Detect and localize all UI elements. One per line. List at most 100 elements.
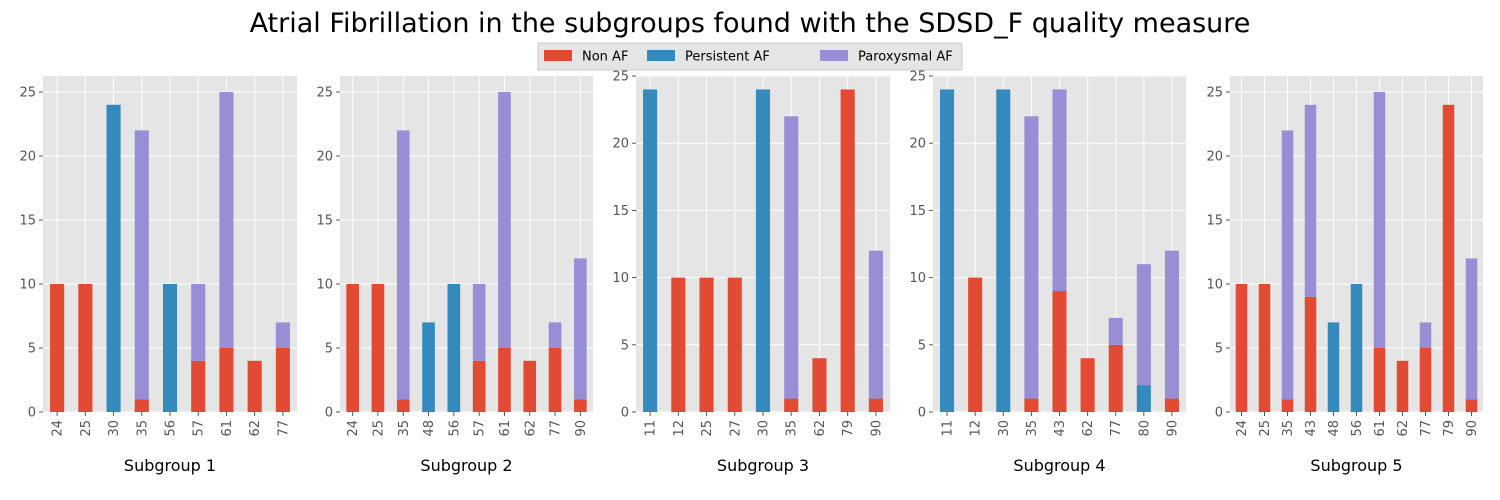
bar-segment: [275, 348, 290, 412]
legend: Non AF Persistent AF Paroxysmal AF: [537, 42, 963, 71]
legend-label: Persistent AF: [685, 50, 770, 65]
bar-segment: [968, 277, 983, 412]
bar-segment: [1052, 89, 1067, 292]
y-tick-label: 0: [918, 406, 926, 421]
bar-segment: [1080, 358, 1095, 412]
bar-segment: [784, 398, 799, 412]
bar-segment: [1327, 322, 1340, 412]
bar-segment: [868, 398, 883, 412]
x-tick-label: 62: [248, 420, 263, 437]
x-tick-label: 80: [1137, 420, 1152, 437]
x-tick-label: 48: [1327, 420, 1342, 437]
x-tick-label: 25: [1258, 420, 1273, 437]
legend-swatch: [544, 50, 572, 61]
bar-segment: [447, 284, 461, 412]
bar-segment: [1136, 385, 1151, 412]
x-tick-label: 62: [1081, 420, 1096, 437]
x-tick-label: 25: [700, 420, 715, 437]
bar-segment: [134, 130, 149, 400]
x-tick-label: 56: [447, 420, 462, 437]
x-tick-label: 43: [1304, 420, 1319, 437]
bar-segment: [106, 104, 121, 413]
x-tick-label: 24: [51, 420, 66, 437]
x-axis-label: Subgroup 1: [124, 456, 216, 475]
y-tick-label: 5: [325, 342, 333, 357]
subplot: 0 5 10 15 20 25 11 12 25 27 30 35 62 79 90 Subgroup 3: [612, 70, 890, 475]
y-tick-label: 20: [1206, 150, 1223, 165]
x-tick-label: 61: [220, 420, 235, 437]
bar-segment: [574, 399, 587, 412]
x-tick-label: 90: [1465, 420, 1480, 437]
x-tick-label: 11: [941, 420, 956, 437]
y-tick-label: 25: [19, 86, 36, 101]
bar-segment: [1281, 399, 1294, 412]
bar-segment: [1350, 284, 1363, 412]
bar-segment: [1442, 104, 1455, 413]
bar-segment: [727, 277, 742, 412]
x-tick-label: 79: [841, 420, 856, 437]
y-tick-label: 0: [325, 406, 333, 421]
x-tick-label: 79: [1442, 420, 1457, 437]
bar-segment: [1235, 284, 1248, 412]
bar-segment: [1108, 317, 1123, 345]
bar-segment: [1465, 399, 1478, 412]
bar-segment: [548, 322, 562, 348]
bar-segment: [671, 277, 686, 412]
subplot: 0 5 10 15 20 25 24 25 35 48 56 57 61 62 77 90 Subgroup 2: [316, 76, 593, 475]
bar-segment: [134, 399, 149, 412]
x-axis-label: Subgroup 3: [717, 456, 809, 475]
y-tick-label: 5: [28, 342, 36, 357]
x-axis-label: Subgroup 4: [1013, 456, 1105, 475]
y-tick-label: 20: [19, 150, 36, 165]
y-tick-label: 25: [612, 70, 629, 85]
x-tick-label: 56: [164, 420, 179, 437]
bar-segment: [162, 284, 178, 412]
x-tick-label: 12: [969, 420, 984, 437]
bar-segment: [812, 358, 827, 412]
x-tick-label: 90: [1165, 420, 1180, 437]
subplot: 0 5 10 15 20 25 24 25 35 43 48 56 61 62 77 79 90 Subgroup…: [1206, 76, 1483, 475]
x-tick-label: 62: [523, 420, 538, 437]
y-tick-label: 10: [909, 271, 926, 286]
bar-segment: [1304, 296, 1317, 412]
bar-segment: [1281, 130, 1294, 400]
bar-segment: [868, 250, 883, 399]
x-tick-label: 35: [135, 420, 150, 437]
bar-segment: [940, 89, 955, 412]
y-tick-label: 20: [316, 150, 333, 165]
x-tick-label: 35: [1281, 420, 1296, 437]
x-tick-label: 24: [1235, 420, 1250, 437]
bar-segment: [78, 284, 93, 412]
y-tick-label: 15: [612, 204, 629, 219]
x-tick-label: 24: [346, 420, 361, 437]
bar-segment: [1373, 348, 1386, 412]
legend-box: [537, 42, 963, 71]
bar-segment: [498, 348, 511, 412]
bar-segment: [755, 89, 771, 412]
x-tick-label: 57: [473, 420, 488, 437]
y-tick-label: 0: [28, 406, 36, 421]
legend-swatch: [647, 50, 675, 61]
y-tick-label: 15: [316, 214, 333, 229]
x-tick-label: 90: [574, 420, 589, 437]
bar-segment: [996, 89, 1011, 412]
bar-segment: [191, 284, 206, 361]
bar-segment: [371, 284, 385, 412]
bar-segment: [396, 130, 410, 400]
x-tick-label: 77: [1109, 420, 1124, 437]
bar-segment: [219, 92, 234, 348]
x-tick-label: 30: [997, 420, 1012, 437]
legend-label: Paroxysmal AF: [858, 50, 953, 65]
bar-segment: [1419, 322, 1432, 348]
y-tick-label: 15: [909, 204, 926, 219]
x-tick-label: 35: [1025, 420, 1040, 437]
subplot: 0 5 10 15 20 25 24 25 30 35 56 57 61 62 77 Subgroup 1: [19, 76, 297, 475]
bar-segment: [1465, 258, 1478, 400]
bar-segment: [1136, 264, 1151, 386]
x-axis-label: Subgroup 5: [1310, 456, 1402, 475]
bar-segment: [643, 89, 658, 412]
x-tick-label: 77: [276, 420, 291, 437]
bar-segment: [50, 284, 65, 412]
x-tick-label: 30: [107, 420, 122, 437]
